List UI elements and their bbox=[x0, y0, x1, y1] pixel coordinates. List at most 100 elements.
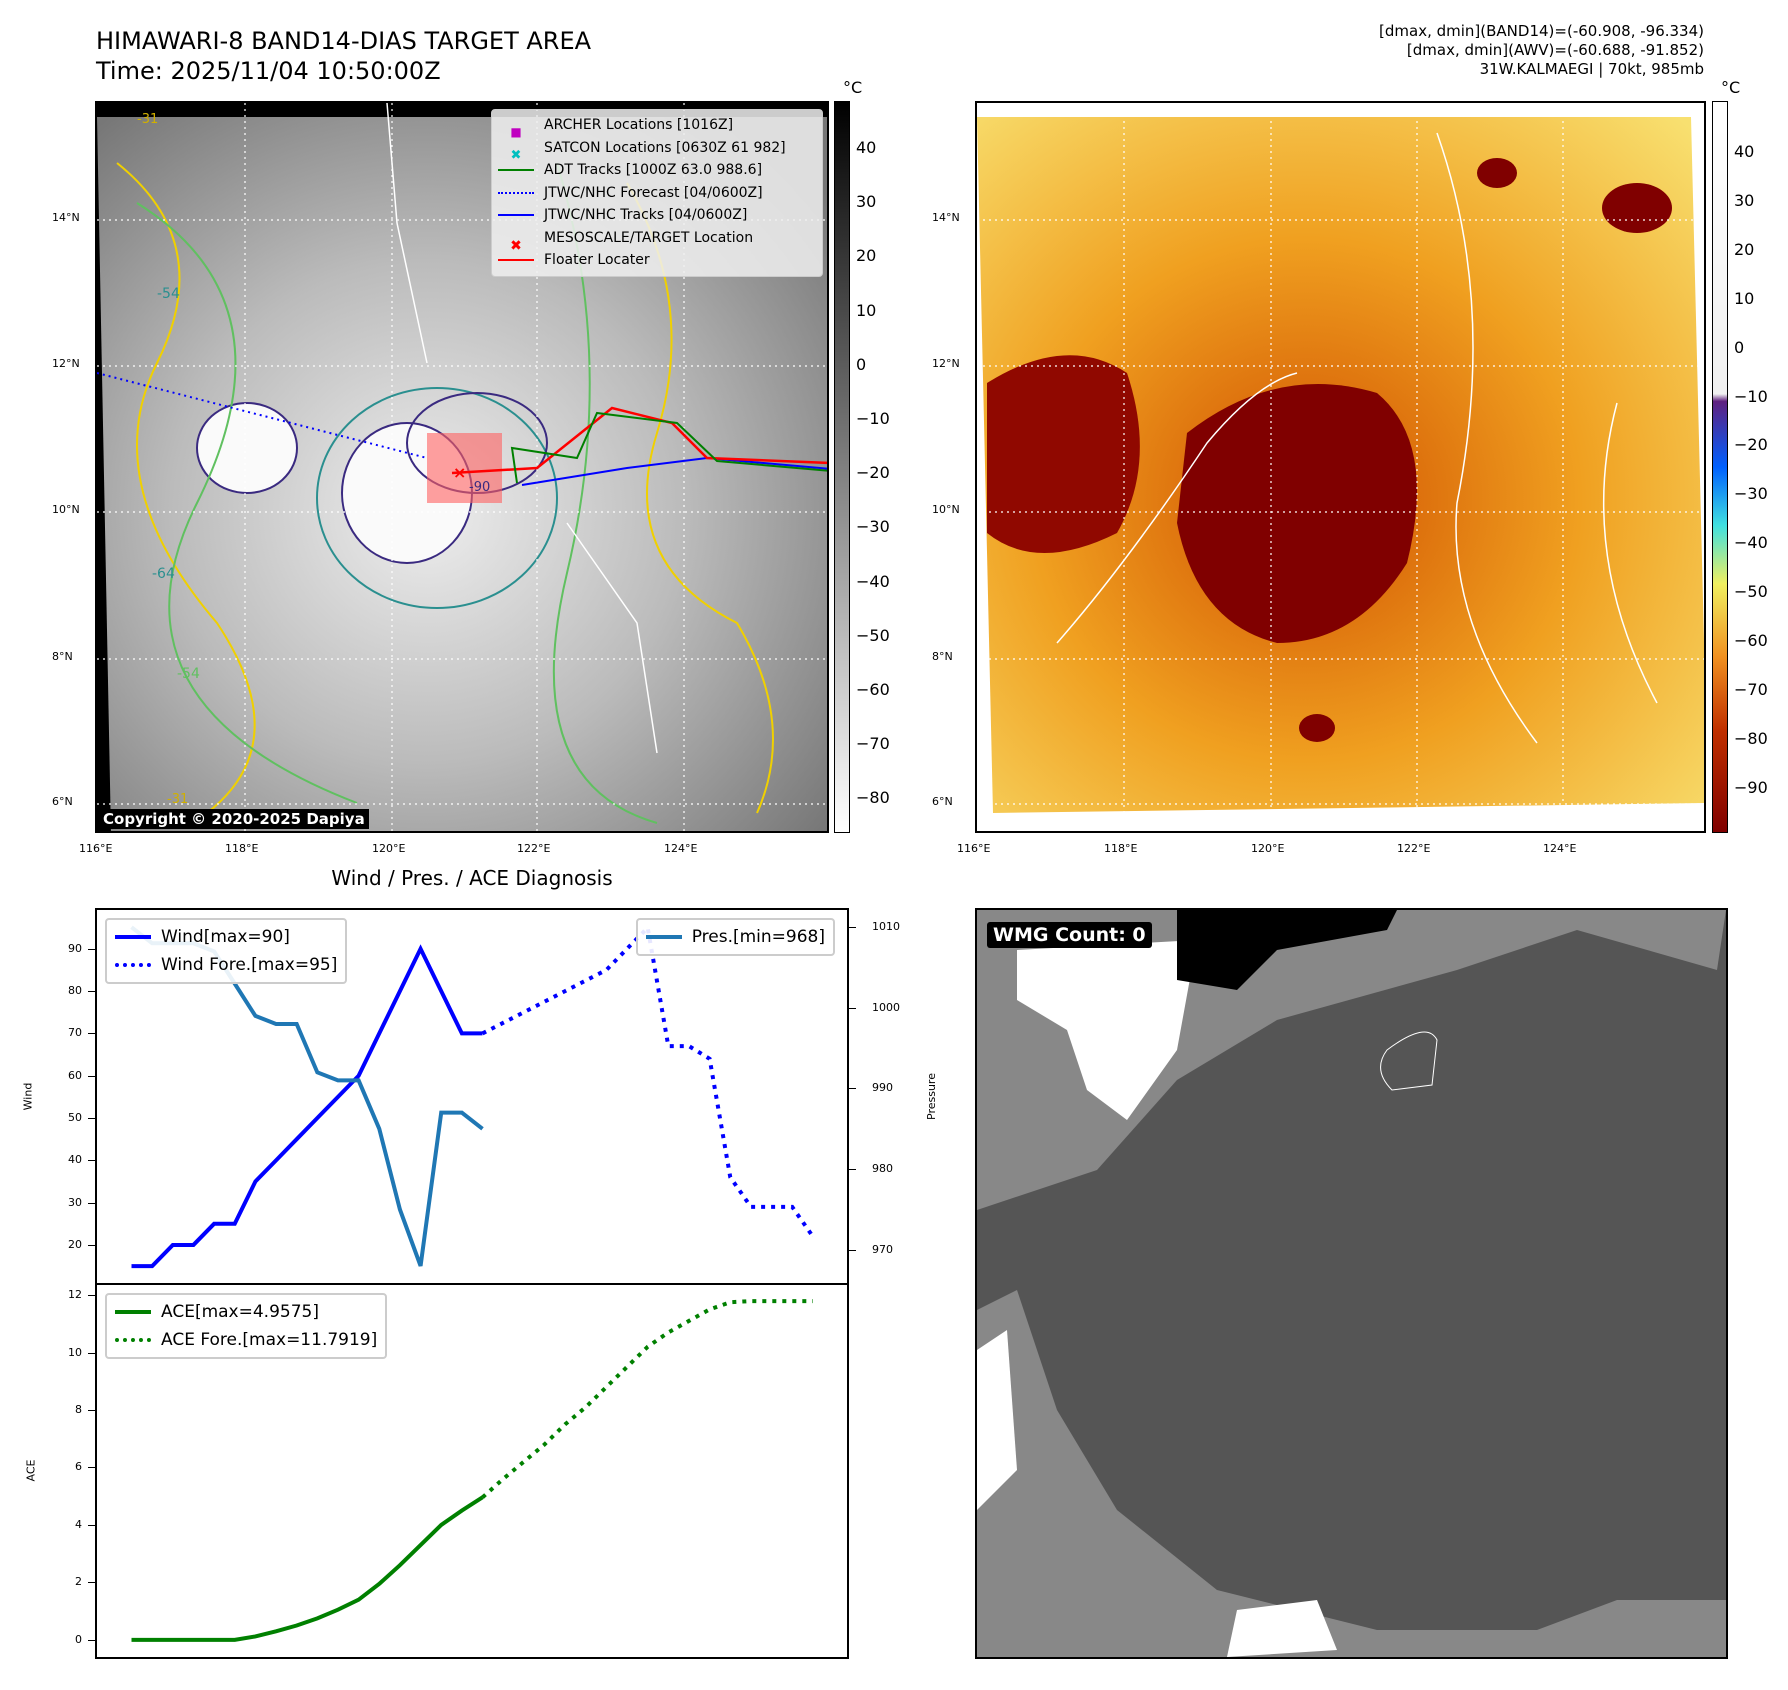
lon-tick-label: 120°E bbox=[372, 842, 406, 855]
colorbar-tick-label: 30 bbox=[1734, 190, 1755, 210]
contour-label: -54 bbox=[157, 286, 180, 302]
wind-forecast-line bbox=[481, 923, 815, 1238]
lon-tick-label: 122°E bbox=[517, 842, 551, 855]
colorbar-tick-label: −60 bbox=[856, 680, 890, 699]
colorbar-tick-label: −70 bbox=[856, 734, 890, 754]
legend-mesoscale: ✖ MESOSCALE/TARGET Location bbox=[510, 229, 754, 254]
wind-line bbox=[131, 944, 483, 1269]
pressure-tick-label: 970 bbox=[872, 1242, 893, 1256]
ace-tick-label: 10 bbox=[68, 1345, 82, 1359]
colorbar-tick-label: −40 bbox=[856, 571, 890, 591]
colorbar-tick-label: 0 bbox=[1734, 337, 1745, 357]
lon-tick-label: 116°E bbox=[79, 842, 113, 855]
lat-tick-label: 10°N bbox=[52, 503, 80, 516]
line-icon bbox=[115, 935, 151, 939]
wind-tick-label: 80 bbox=[68, 984, 82, 998]
wind-legend: Wind[max=90] Wind Fore.[max=95] bbox=[105, 918, 348, 984]
info-storm: 31W.KALMAEGI | 70kt, 985mb bbox=[1479, 60, 1704, 78]
colorbar-tick-label: −20 bbox=[856, 463, 890, 483]
ace-tick-label: 0 bbox=[75, 1632, 82, 1646]
colorbar-tick-label: −40 bbox=[1734, 533, 1768, 553]
tick-mark bbox=[849, 1007, 856, 1009]
tick-mark bbox=[88, 1295, 95, 1297]
line-icon bbox=[115, 1310, 151, 1314]
wind-tick-label: 40 bbox=[68, 1153, 82, 1167]
legend-label: JTWC/NHC Forecast [04/0600Z] bbox=[544, 184, 763, 201]
pressure-tick-label: 1000 bbox=[872, 1000, 900, 1014]
target-area bbox=[427, 433, 502, 503]
pressure-tick-label: 990 bbox=[872, 1081, 893, 1095]
line-icon bbox=[645, 935, 682, 939]
wmg-panel: WMG Count: 0 bbox=[975, 908, 1728, 1659]
colorbar-tick-label: −70 bbox=[1734, 679, 1768, 699]
lat-tick-label: 6°N bbox=[52, 795, 73, 808]
ace-forecast-line bbox=[481, 1299, 813, 1499]
lat-tick-label: 14°N bbox=[932, 211, 960, 224]
figure-title: HIMAWARI-8 BAND14-DIAS TARGET AREA bbox=[96, 27, 592, 55]
tick-mark bbox=[88, 1160, 95, 1162]
floater-locater bbox=[451, 406, 827, 475]
wind-tick-label: 90 bbox=[68, 941, 82, 955]
tick-mark bbox=[88, 1582, 95, 1584]
tick-mark bbox=[849, 1249, 856, 1251]
dotted-line-icon bbox=[115, 1338, 151, 1342]
ace-legend: ACE[max=4.9575] ACE Fore.[max=11.7919] bbox=[105, 1293, 388, 1359]
chart-title: Wind / Pres. / ACE Diagnosis bbox=[331, 866, 613, 890]
lon-tick-label: 118°E bbox=[1104, 842, 1138, 855]
legend-label: JTWC/NHC Tracks [04/0600Z] bbox=[544, 207, 748, 224]
contour-label: -54 bbox=[177, 666, 200, 682]
wind-tick-label: 30 bbox=[68, 1195, 82, 1209]
ace-tick-label: 4 bbox=[75, 1517, 82, 1531]
copyright: Copyright © 2020-2025 Dapiya bbox=[99, 809, 369, 829]
legend-archer: ■ ARCHER Locations [1016Z] bbox=[510, 117, 734, 140]
ace-chart: ACE[max=4.9575] ACE Fore.[max=11.7919] bbox=[95, 1283, 849, 1659]
lon-tick-label: 122°E bbox=[1397, 842, 1431, 855]
ace-tick-label: 8 bbox=[75, 1402, 82, 1416]
tick-mark bbox=[88, 1524, 95, 1526]
info-awv: [dmax, dmin](AWV)=(-60.688, -91.852) bbox=[1406, 41, 1704, 59]
colorbar-tick-label: 20 bbox=[856, 246, 877, 266]
ace-plot bbox=[131, 1299, 813, 1642]
lat-tick-label: 6°N bbox=[932, 795, 953, 808]
tick-mark bbox=[88, 1033, 95, 1035]
dotted-line-icon bbox=[498, 191, 534, 194]
colorbar-tick-label: −80 bbox=[856, 788, 890, 808]
colorbar-tick-label: −20 bbox=[1734, 435, 1768, 455]
lat-tick-label: 12°N bbox=[932, 357, 960, 370]
colorbar-tick-label: −50 bbox=[1734, 582, 1768, 602]
wind-tick-label: 50 bbox=[68, 1111, 82, 1125]
cloud-top-contour bbox=[316, 387, 558, 609]
tick-mark bbox=[88, 1639, 95, 1641]
contour-label: -90 bbox=[469, 480, 490, 495]
wmg-count: WMG Count: 0 bbox=[987, 922, 1152, 948]
colorbar-unit: °C bbox=[1721, 78, 1741, 97]
colorbar-tick-label: −50 bbox=[856, 625, 890, 645]
tick-mark bbox=[849, 927, 856, 929]
colorbar-tick-label: 40 bbox=[856, 138, 877, 157]
colorbar-tick-label: −10 bbox=[856, 409, 890, 428]
colorbar-tick-label: −90 bbox=[1734, 777, 1768, 797]
wind-tick-label: 60 bbox=[68, 1068, 82, 1082]
colorbar-unit: °C bbox=[843, 78, 863, 97]
target-marker: × bbox=[453, 463, 466, 482]
tick-mark bbox=[88, 1467, 95, 1469]
stats-info: [dmax, dmin](BAND14)=(-60.908, -96.334) … bbox=[1379, 22, 1704, 79]
legend-label: ACE[max=4.9575] bbox=[161, 1302, 319, 1322]
forecast-track bbox=[97, 372, 428, 459]
adt-track bbox=[510, 411, 827, 484]
wind-pressure-chart: Wind[max=90] Wind Fore.[max=95] Pres.[mi… bbox=[95, 908, 849, 1285]
lon-tick-label: 118°E bbox=[225, 842, 259, 855]
lat-tick-label: 14°N bbox=[52, 211, 80, 224]
ace-line bbox=[131, 1495, 484, 1642]
info-band14: [dmax, dmin](BAND14)=(-60.908, -96.334) bbox=[1379, 22, 1704, 40]
legend-label: MESOSCALE/TARGET Location bbox=[544, 229, 754, 246]
tick-mark bbox=[88, 1202, 95, 1204]
band14-map: × -31 -54 -64 -54 -31 -90 ■ ARCHER Locati… bbox=[95, 101, 829, 833]
pressure-tick-label: 1010 bbox=[872, 920, 900, 934]
tick-mark bbox=[88, 991, 95, 993]
legend-label: ACE Fore.[max=11.7919] bbox=[161, 1330, 378, 1350]
contour-label: -31 bbox=[167, 792, 188, 807]
legend-adt: ADT Tracks [1000Z 63.0 988.6] bbox=[498, 159, 816, 182]
awv-map bbox=[975, 101, 1706, 833]
